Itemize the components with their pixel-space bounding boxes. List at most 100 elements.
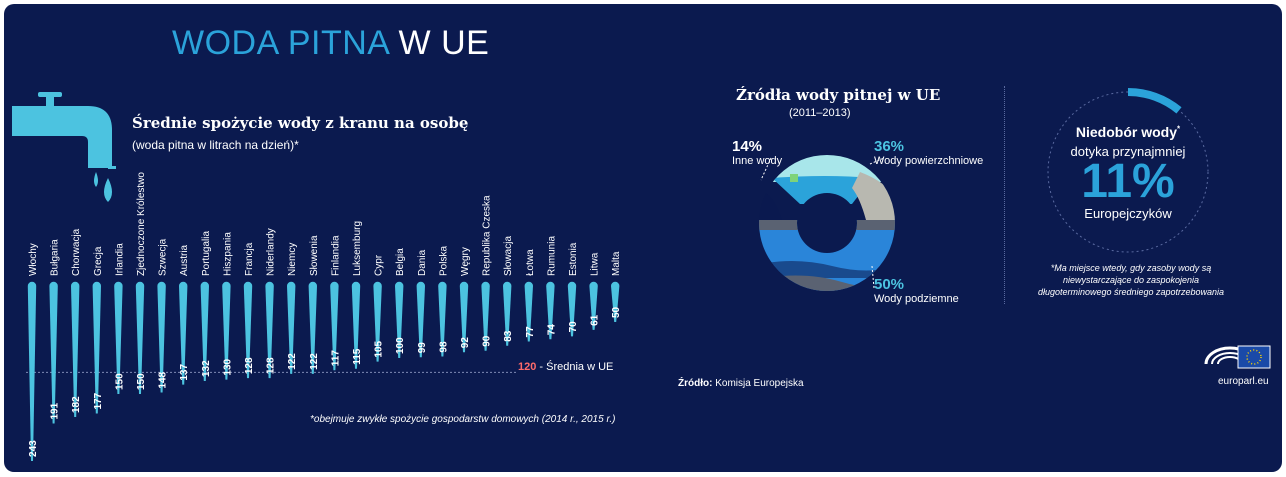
stat-title: Niedobór wody* [1075, 124, 1181, 140]
water-source-donut [759, 155, 895, 291]
bar-category-label: Zjednoczone Królestwo [136, 172, 147, 276]
slice-other-water [852, 172, 895, 220]
bar-włochy [27, 281, 37, 461]
bar-malta [611, 281, 620, 322]
bar-węgry [459, 281, 469, 353]
leader-line-surface [869, 157, 885, 165]
bar-category-label: Niderlandy [266, 228, 277, 276]
bar-litwa [589, 281, 598, 330]
bar-category-label: Słowenia [309, 235, 320, 276]
bar-category-label: Austria [179, 244, 190, 276]
bar-category-label: Irlandia [114, 243, 125, 276]
source-note: Źródło: Komisja Europejska [678, 378, 804, 389]
bar-hiszpania [222, 281, 231, 380]
consumption-bar-chart: 243 Włochy 191 Bułgaria 182 Chorwacja 177 Grecj… [26, 172, 622, 461]
bar-category-label: Rumunia [546, 236, 557, 276]
bar-value-label: 77 [525, 326, 536, 338]
bar-category-label: Portugalia [201, 231, 212, 276]
bar-value-label: 148 [158, 371, 169, 388]
leader-line-other [760, 157, 772, 181]
page-title: WODA PITNA W UE [172, 24, 490, 62]
bar-value-label: 243 [28, 440, 39, 457]
bar-dania [416, 281, 425, 358]
bar-category-label: Bułgaria [50, 239, 61, 276]
bar-category-label: Malta [611, 251, 622, 276]
slice-pct-surface: 36% [874, 138, 905, 155]
bar-category-label: Luksemburg [352, 221, 363, 276]
bar-republika-czeska [481, 281, 490, 351]
bar-value-label: 130 [222, 358, 233, 375]
parliament-logo-icon [1204, 345, 1271, 369]
infographic-card: WODA PITNA W UE Średnie spożycie wody z … [4, 4, 1282, 472]
eu-average-label: 120 - Średnia w UE [518, 361, 614, 373]
bar-finlandia [330, 281, 339, 371]
bar-francja [243, 281, 253, 379]
bar-value-label: 137 [179, 364, 190, 381]
bar-category-label: Estonia [568, 242, 579, 276]
slice-name-other: Inne wody [732, 155, 783, 167]
stat-arc [1127, 88, 1182, 114]
bar-category-label: Litwa [590, 252, 601, 276]
stat-subtitle: dotyka przynajmniej [1070, 144, 1186, 159]
bar-value-label: 150 [136, 373, 147, 390]
bar-category-label: Niemcy [287, 243, 298, 276]
donut-title: Źródła wody pitnej w UE [736, 86, 941, 104]
bar-łotwa [524, 281, 533, 342]
stat-ring [1047, 88, 1209, 253]
bar-value-label: 83 [503, 330, 514, 342]
bar-value-label: 150 [114, 373, 125, 390]
slice-pct-ground: 50% [874, 276, 905, 293]
bar-value-label: 98 [438, 341, 449, 353]
bar-value-label: 50 [611, 306, 622, 318]
slice-label-other: 14% Inne wody [732, 138, 782, 167]
bar-category-label: Cypr [374, 254, 385, 276]
bar-irlandia [114, 281, 123, 394]
stat-who: Europejczyków [1084, 206, 1172, 221]
bar-category-label: Hiszpania [222, 232, 233, 276]
bar-value-label: 105 [374, 340, 385, 357]
bar-category-label: Republika Czeska [482, 195, 493, 276]
bar-value-label: 90 [482, 335, 493, 347]
bar-słowenia [308, 281, 317, 374]
bar-value-label: 132 [201, 360, 212, 377]
bar-value-label: 177 [93, 392, 104, 409]
bar-grecja [92, 281, 101, 414]
bar-value-label: 70 [568, 321, 579, 333]
bar-szwecja [157, 281, 166, 393]
bar-category-label: Finlandia [330, 235, 341, 276]
bar-value-label: 191 [50, 402, 61, 419]
bar-value-label: 122 [309, 353, 320, 370]
bar-chart-title: Średnie spożycie wody z kranu na osobę [132, 114, 469, 132]
faucet-icon [12, 92, 116, 202]
bar-value-label: 122 [287, 353, 298, 370]
bar-value-label: 92 [460, 337, 471, 349]
bar-category-label: Słowacja [503, 236, 514, 276]
section-divider [1004, 86, 1005, 304]
bar-rumunia [546, 281, 555, 340]
slice-name-ground: Wody podziemne [874, 293, 959, 305]
bar-value-label: 115 [352, 348, 363, 365]
bar-value-label: 128 [244, 357, 255, 374]
bar-polska [438, 281, 447, 357]
bar-cypr [373, 281, 382, 362]
site-url: europarl.eu [1218, 376, 1269, 387]
bar-luksemburg [351, 281, 361, 369]
slice-label-surface: 36% Wody powierzchniowe [874, 138, 983, 167]
bar-category-label: Szwecja [158, 238, 169, 276]
bar-austria [179, 281, 188, 385]
bar-value-label: 100 [395, 337, 406, 354]
bar-category-label: Łotwa [525, 249, 536, 276]
donut-years: (2011–2013) [789, 107, 851, 119]
bar-category-label: Chorwacja [71, 228, 82, 276]
bar-chart-subtitle: (woda pitna w litrach na dzień)* [132, 138, 299, 152]
stat-footnote: *Ma miejsce wtedy, gdy zasoby wody są ni… [1037, 263, 1225, 297]
bar-słowacja [503, 281, 512, 346]
bar-value-label: 99 [417, 342, 428, 354]
bar-chorwacja [71, 281, 80, 418]
slice-label-ground: 50% Wody podziemne [874, 276, 959, 305]
bar-niderlandy [265, 281, 274, 379]
slice-name-surface: Wody powierzchniowe [874, 155, 984, 167]
bar-category-label: Węgry [460, 247, 471, 276]
bar-category-label: Belgia [395, 248, 406, 276]
bar-category-label: Grecja [93, 246, 104, 276]
